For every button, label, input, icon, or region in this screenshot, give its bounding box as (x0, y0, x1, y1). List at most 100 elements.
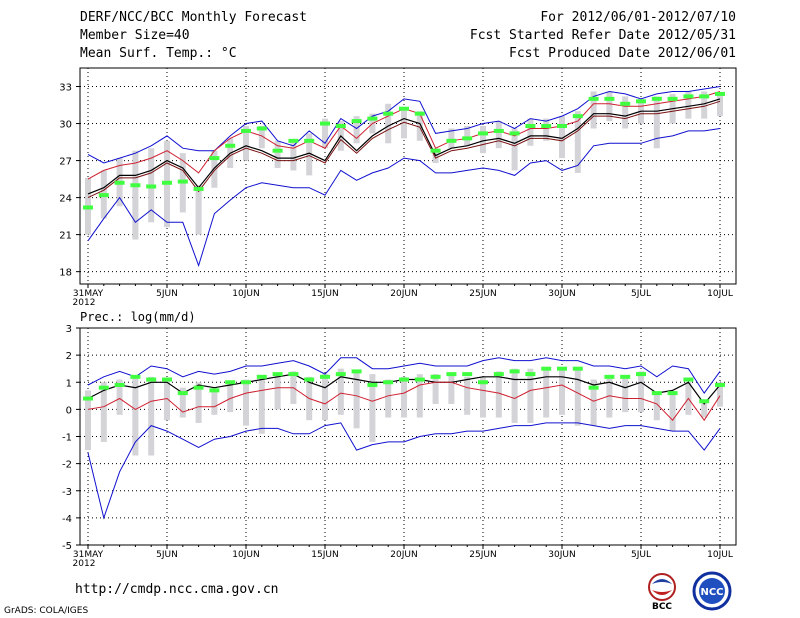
temp-xtick-label: 15JUN (311, 289, 338, 299)
prec-range-box (195, 382, 202, 423)
prec-mean-marker (335, 372, 346, 377)
prec-xtick-label: 20JUN (390, 550, 417, 560)
prec-range-box (574, 368, 581, 426)
temp-ytick-label: 21 (59, 231, 72, 242)
prec-mean-marker (162, 377, 172, 382)
prec-mean-marker (620, 374, 631, 379)
temp-range-box (258, 126, 265, 149)
temp-xtick-label: 10JUL (707, 289, 733, 299)
temp-range-box (290, 140, 297, 171)
grads-credit: GrADS: COLA/IGES (4, 606, 89, 616)
temp-range-box (416, 111, 423, 141)
temp-range-box (195, 185, 202, 235)
temp-range-box (574, 111, 581, 173)
temp-xtick-label: 20JUN (390, 289, 417, 299)
prec-range-box (243, 379, 249, 426)
temp-range-box (701, 91, 708, 119)
prec-mean-marker (478, 380, 488, 385)
temp-ytick-label: 24 (59, 194, 72, 205)
prec-mean-marker (572, 366, 583, 371)
temp-mean-marker (146, 184, 157, 189)
prec-mean-marker (667, 391, 678, 396)
temp-mean-marker (351, 119, 362, 124)
prec-xtick-label: 25JUN (469, 550, 496, 560)
source-url[interactable]: http://cmdp.ncc.cma.gov.cn (75, 582, 279, 597)
prec-mean-marker (241, 380, 251, 385)
prec-mean-marker (399, 377, 409, 382)
prec-mean-marker (98, 385, 109, 390)
forecast-period: For 2012/06/01-2012/07/10 (540, 10, 736, 25)
temp-range-box (306, 133, 313, 176)
prec-mean-marker (430, 374, 441, 379)
bcc-logo-text: BCC (652, 602, 672, 610)
prec-range-box (227, 382, 234, 413)
temp-ytick-label: 33 (59, 83, 72, 94)
prec-xtick-label: 5JUL (631, 550, 651, 560)
temp-mean-marker (256, 126, 267, 131)
prec-mean-marker (351, 369, 362, 374)
temp-series-line (87, 128, 721, 268)
prec-range-box (369, 374, 376, 442)
prec-range-box (464, 376, 471, 415)
prec-range-box (717, 382, 723, 407)
temp-range-box (606, 91, 613, 122)
temp-mean-marker (620, 101, 631, 106)
prec-mean-marker (225, 380, 236, 385)
temp-xtick-label: 25JUN (469, 289, 496, 299)
temp-range-box (480, 126, 486, 154)
temp-mean-marker (130, 183, 141, 188)
prec-range-box (606, 376, 613, 418)
temp-mean-marker (272, 148, 283, 153)
temp-range-box (211, 150, 218, 188)
prec-range-box (148, 376, 155, 456)
temp-xtick-label: 5JUN (156, 289, 178, 299)
prec-range-box (495, 371, 502, 418)
prec-ytick-label: -5 (62, 541, 72, 552)
temp-mean-marker (335, 124, 346, 129)
temp-mean-marker (414, 111, 425, 116)
prec-ytick-label: -1 (62, 433, 72, 444)
prec-mean-marker (588, 385, 599, 390)
temp-mean-marker (478, 131, 488, 136)
prec-ytick-label: -3 (62, 487, 72, 498)
prec-mean-marker (256, 374, 267, 379)
temp-mean-marker (383, 111, 394, 116)
prec-mean-marker (193, 385, 204, 390)
prec-range-box (85, 390, 91, 451)
member-size: Member Size=40 (80, 28, 190, 43)
temp-mean-marker (209, 156, 220, 161)
precip-chart-title: Prec.: log(mm/d) (80, 310, 196, 324)
temp-mean-marker (525, 124, 536, 129)
temp-mean-marker (399, 106, 409, 111)
temp-mean-marker (162, 180, 172, 185)
temp-mean-marker (715, 91, 725, 96)
prec-range-box (511, 368, 518, 423)
temp-xtick-year: 2012 (73, 298, 96, 308)
temp-mean-marker (320, 121, 330, 126)
prec-range-box (527, 368, 534, 423)
temp-series-line (87, 100, 721, 199)
prec-range-box (258, 379, 265, 434)
prec-mean-marker (209, 388, 220, 393)
temp-mean-marker (114, 180, 125, 185)
temp-range-box (543, 118, 550, 141)
chart-title: DERF/NCC/BCC Monthly Forecast (80, 10, 307, 25)
prec-mean-marker (288, 372, 299, 377)
refer-date: Fcst Started Refer Date 2012/05/31 (469, 28, 736, 43)
prec-range-box (432, 374, 439, 404)
prec-range-box (322, 374, 328, 421)
prec-range-box (211, 387, 218, 415)
prec-mean-marker (272, 372, 283, 377)
temp-range-box (511, 128, 518, 171)
temp-mean-marker (225, 143, 236, 148)
prec-range-box (401, 376, 407, 418)
temp-mean-marker (699, 94, 710, 99)
temp-xtick-label: 10JUN (232, 289, 259, 299)
temp-mean-marker (177, 179, 188, 184)
ncc-logo-text: NCC (700, 587, 723, 598)
temp-range-box (448, 128, 455, 149)
temp-range-box (495, 121, 502, 149)
prec-mean-marker (715, 382, 725, 387)
temp-range-box (590, 91, 597, 129)
prec-xtick-year: 2012 (73, 559, 96, 569)
